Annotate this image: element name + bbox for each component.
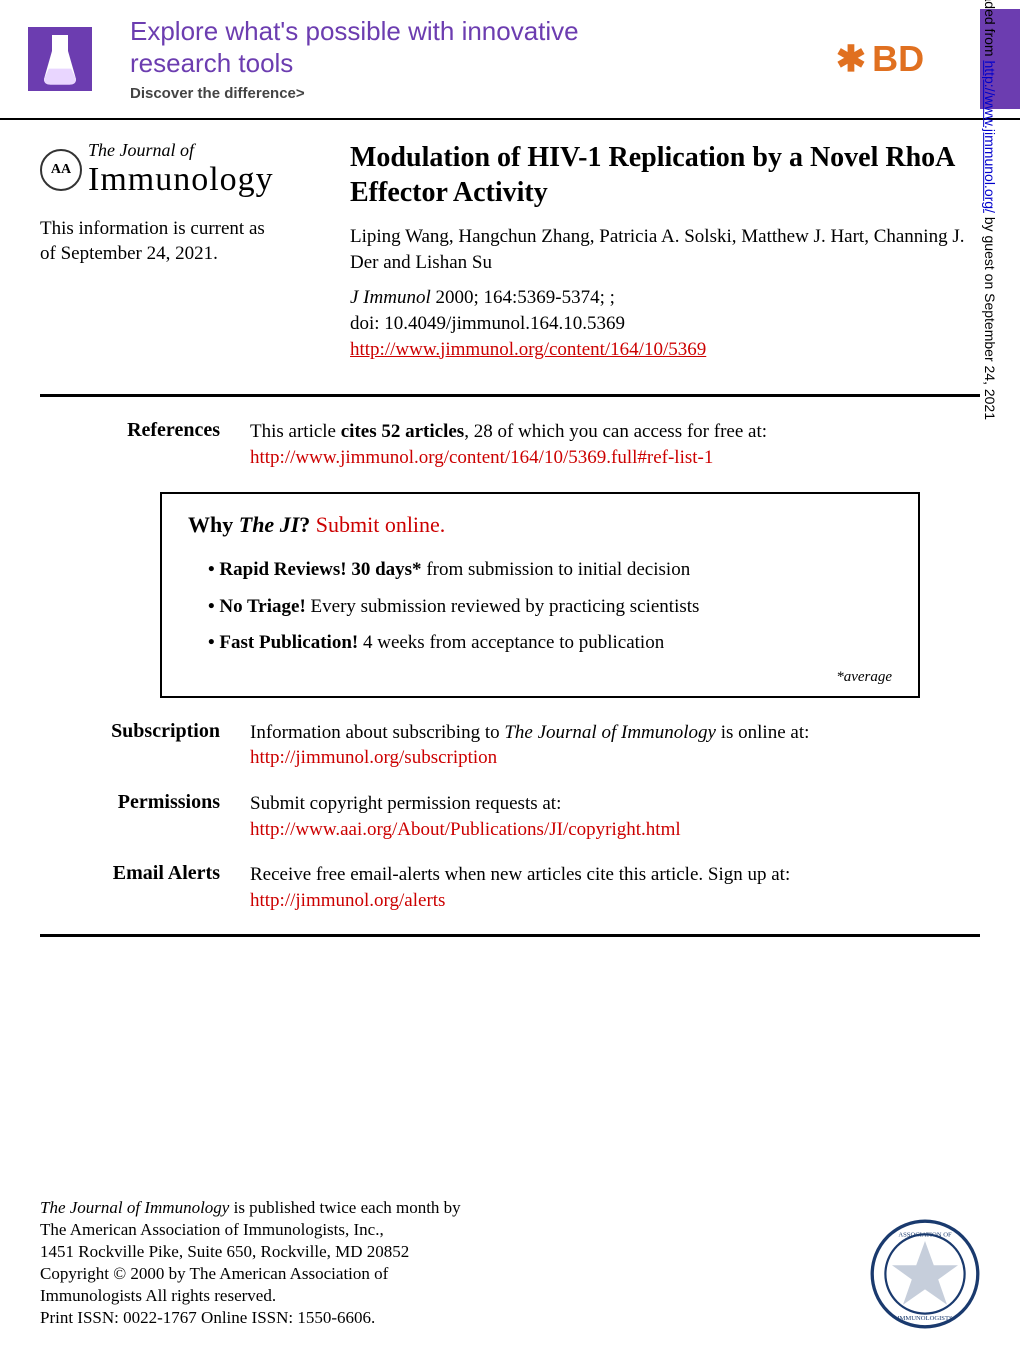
why-item-3: Fast Publication! 4 weeks from acceptanc… — [208, 625, 892, 661]
aai-seal-icon: ASSOCIATION OF IMMUNOLOGISTS — [870, 1219, 980, 1329]
banner-text-block: Explore what's possible with innovative … — [120, 16, 800, 101]
why-average-note: *average — [188, 669, 892, 686]
citation-url-link[interactable]: http://www.jimmunol.org/content/164/10/5… — [350, 339, 706, 360]
permissions-body: Submit copyright permission requests at:… — [250, 791, 980, 842]
subscription-link[interactable]: http://jimmunol.org/subscription — [250, 747, 497, 768]
info-table: Subscription Information about subscribi… — [0, 720, 1020, 914]
submit-online-link[interactable]: Submit online. — [316, 512, 446, 537]
side-note-link[interactable]: http://www.jimmunol.org/ — [982, 60, 998, 213]
why-item-1: Rapid Reviews! 30 days* from submission … — [208, 552, 892, 588]
header-row: AA The Journal of Immunology This inform… — [0, 120, 1020, 372]
why-list: Rapid Reviews! 30 days* from submission … — [188, 552, 892, 660]
citation-rest: 2000; 164:5369-5374; ; — [435, 287, 614, 308]
aa-seal-icon: AA — [40, 149, 82, 191]
article-authors: Liping Wang, Hangchun Zhang, Patricia A.… — [350, 224, 980, 275]
references-body: This article cites 52 articles, 28 of wh… — [250, 419, 980, 470]
why-item-2: No Triage! Every submission reviewed by … — [208, 589, 892, 625]
banner-headline-1: Explore what's possible with innovative — [130, 16, 800, 47]
svg-text:ASSOCIATION OF: ASSOCIATION OF — [898, 1232, 952, 1239]
citation-doi: doi: 10.4049/jimmunol.164.10.5369 — [350, 313, 625, 334]
divider-1 — [40, 394, 980, 397]
footer-divider — [40, 934, 980, 937]
citation-block: J Immunol 2000; 164:5369-5374; ; doi: 10… — [350, 285, 980, 362]
bd-logo-icon: ✱BD — [815, 19, 945, 99]
why-heading: Why The JI? Submit online. — [188, 512, 892, 538]
subscription-body: Information about subscribing to The Jou… — [250, 720, 980, 771]
references-row: References This article cites 52 article… — [0, 419, 1020, 470]
banner-tagline: Discover the difference> — [130, 85, 800, 102]
banner-flask-icon — [0, 19, 120, 99]
title-block: Modulation of HIV-1 Replication by a Nov… — [350, 140, 980, 362]
references-url-link[interactable]: http://www.jimmunol.org/content/164/10/5… — [250, 447, 713, 468]
permissions-row: Permissions Submit copyright permission … — [40, 791, 980, 842]
why-ji-box: Why The JI? Submit online. Rapid Reviews… — [160, 492, 920, 697]
email-alerts-link[interactable]: http://jimmunol.org/alerts — [250, 890, 445, 911]
article-title: Modulation of HIV-1 Replication by a Nov… — [350, 140, 980, 210]
email-alerts-row: Email Alerts Receive free email-alerts w… — [40, 862, 980, 913]
permissions-label: Permissions — [40, 791, 220, 842]
email-alerts-label: Email Alerts — [40, 862, 220, 913]
svg-text:IMMUNOLOGISTS: IMMUNOLOGISTS — [897, 1315, 953, 1322]
banner-headline-2: research tools — [130, 48, 800, 79]
subscription-label: Subscription — [40, 720, 220, 771]
footer: The Journal of Immunology is published t… — [0, 1197, 1020, 1360]
top-banner: Explore what's possible with innovative … — [0, 0, 1020, 120]
journal-logo: AA The Journal of Immunology This inform… — [40, 140, 350, 362]
email-alerts-body: Receive free email-alerts when new artic… — [250, 862, 980, 913]
subscription-row: Subscription Information about subscribi… — [40, 720, 980, 771]
download-side-note: Downloaded from http://www.jimmunol.org/… — [982, 0, 998, 420]
footer-text: The Journal of Immunology is published t… — [40, 1197, 850, 1330]
currency-note: This information is current as of Septem… — [40, 217, 350, 266]
citation-j: J Immunol — [350, 287, 431, 308]
references-label: References — [40, 419, 220, 470]
bd-logo-block: ✱BD — [800, 9, 960, 109]
permissions-link[interactable]: http://www.aai.org/About/Publications/JI… — [250, 819, 681, 840]
